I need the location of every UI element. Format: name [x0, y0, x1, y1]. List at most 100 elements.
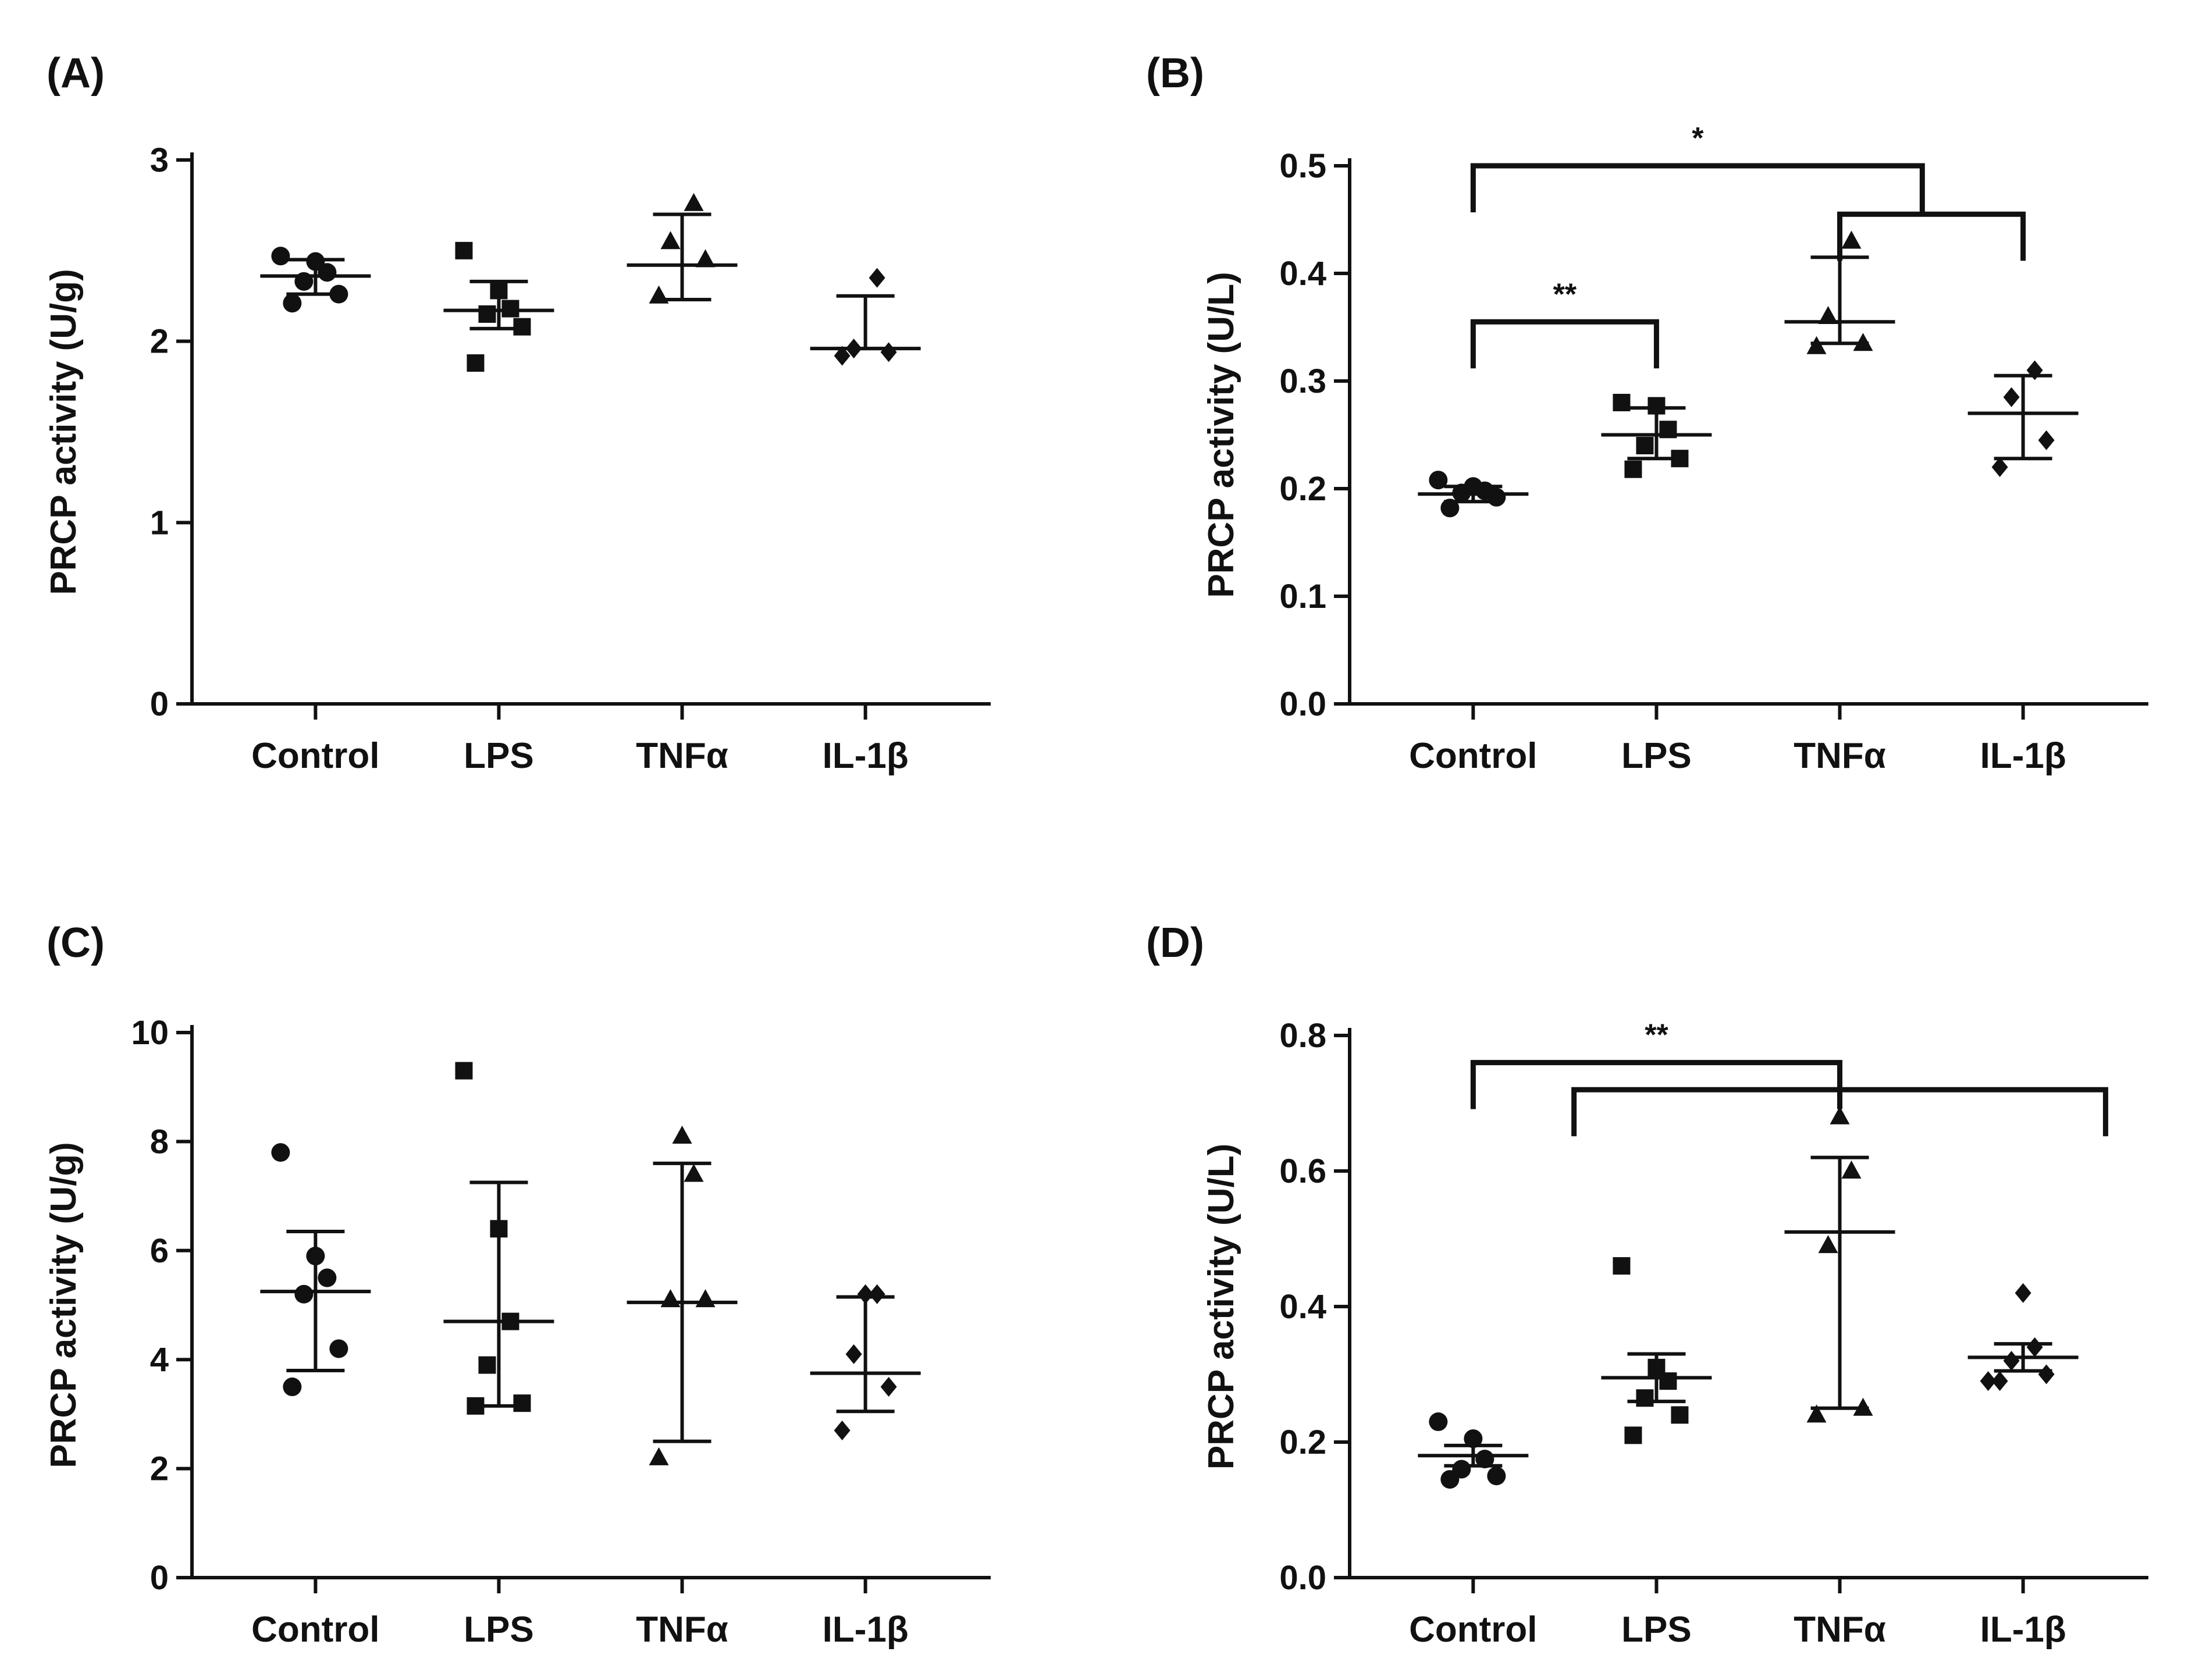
data-point: [649, 1447, 669, 1465]
data-point: [318, 1268, 337, 1287]
y-axis-label: PRCP activity (U/g): [44, 1142, 84, 1468]
data-point: [1464, 1429, 1483, 1448]
series-IL-1β: [1967, 360, 2079, 477]
y-axis-label: PRCP activity (U/L): [1201, 272, 1241, 597]
significance-label: **: [1553, 277, 1577, 311]
x-tick-label: IL-1β: [1980, 1610, 2066, 1650]
x-tick-label: Control: [1409, 736, 1537, 776]
data-point: [1671, 1406, 1689, 1424]
y-tick-label: 0.6: [1279, 1152, 1326, 1190]
data-point: [1853, 1397, 1873, 1416]
y-tick-label: 0.2: [1279, 470, 1326, 508]
data-point: [318, 263, 337, 282]
data-point: [513, 1394, 531, 1412]
data-point: [684, 1163, 704, 1182]
series-Control: [1418, 471, 1529, 518]
y-tick-label: 2: [150, 1450, 169, 1488]
y-tick-label: 2: [150, 323, 169, 361]
data-point: [869, 1284, 885, 1304]
data-point: [2026, 1337, 2043, 1357]
x-tick-label: TNFα: [1794, 736, 1886, 776]
y-tick-label: 0.1: [1279, 578, 1326, 615]
x-tick-label: Control: [251, 736, 379, 776]
significance-label: **: [1645, 1019, 1668, 1052]
data-point: [1841, 1161, 1862, 1179]
data-point: [695, 1289, 716, 1308]
y-tick-label: 3: [150, 141, 169, 179]
data-point: [306, 1247, 325, 1266]
data-point: [455, 1062, 473, 1080]
data-point: [1671, 450, 1689, 468]
x-tick-label: TNFα: [1794, 1610, 1886, 1650]
data-point: [501, 300, 519, 318]
data-point: [1980, 1371, 1997, 1391]
data-point: [1818, 306, 1838, 324]
series-Control: [260, 1143, 371, 1397]
y-tick-label: 0.0: [1279, 685, 1326, 723]
data-point: [294, 1284, 314, 1304]
x-tick-label: LPS: [464, 1610, 534, 1650]
data-point: [1806, 336, 1827, 354]
data-point: [845, 339, 862, 359]
panel-a: (A) 0 1 2 3 PRCP activity (U/g) Control LPS TNFα…: [44, 50, 991, 776]
data-point: [455, 241, 473, 259]
significance-bracket: [1470, 163, 1925, 212]
series-TNFα: [1784, 1106, 1895, 1423]
data-point: [2015, 1283, 2031, 1303]
data-point: [306, 252, 325, 271]
panel-label: (A): [47, 50, 105, 97]
data-point: [1636, 437, 1654, 454]
y-tick-label: 0.2: [1279, 1423, 1326, 1461]
series-LPS: [1601, 394, 1712, 478]
data-point: [1440, 499, 1460, 518]
y-tick-label: 10: [131, 1014, 169, 1052]
data-point: [467, 354, 485, 372]
data-point: [845, 1344, 862, 1364]
data-point: [478, 1356, 496, 1374]
x-tick-label: IL-1β: [823, 736, 909, 776]
x-tick-label: LPS: [1621, 1610, 1692, 1650]
y-axis-label: PRCP activity (U/g): [44, 269, 84, 595]
x-tick-label: IL-1β: [1980, 736, 2066, 776]
data-point: [490, 1220, 508, 1238]
x-tick-label: Control: [251, 1610, 379, 1650]
data-point: [1647, 397, 1666, 415]
data-point: [1624, 1426, 1642, 1444]
x-tick-label: LPS: [464, 736, 534, 776]
data-point: [880, 342, 897, 362]
y-tick-label: 0.5: [1279, 147, 1326, 185]
significance-bracket: [1837, 211, 2026, 261]
panel-label: (D): [1146, 920, 1204, 966]
data-point: [1647, 1358, 1666, 1376]
series-LPS: [1601, 1257, 1712, 1444]
y-axis-label: PRCP activity (U/L): [1201, 1144, 1241, 1469]
y-tick-label: 0.4: [1279, 1288, 1326, 1326]
series-LPS: [443, 1062, 554, 1415]
data-point: [1613, 1257, 1631, 1275]
data-point: [1991, 457, 2008, 477]
data-point: [660, 231, 681, 250]
series-TNFα: [627, 193, 738, 304]
y-tick-label: 0: [150, 1559, 169, 1597]
x-tick-label: Control: [1409, 1610, 1537, 1650]
data-point: [1818, 1235, 1838, 1254]
series-Control: [1418, 1412, 1529, 1489]
series-IL-1β: [810, 268, 921, 366]
data-point: [1429, 1412, 1448, 1432]
y-tick-label: 0: [150, 685, 169, 723]
series-TNFα: [627, 1126, 738, 1465]
significance-bracket: [1470, 1060, 1843, 1109]
x-tick-label: LPS: [1621, 736, 1692, 776]
data-point: [1841, 230, 1862, 249]
data-point: [672, 1126, 692, 1144]
series-IL-1β: [1967, 1283, 2079, 1391]
data-point: [1830, 1106, 1850, 1124]
data-point: [2038, 1364, 2055, 1384]
data-point: [2026, 360, 2043, 380]
y-tick-label: 6: [150, 1232, 169, 1270]
y-tick-label: 0.0: [1279, 1559, 1326, 1597]
data-point: [1853, 333, 1873, 351]
series-Control: [260, 247, 371, 313]
data-point: [649, 285, 669, 304]
data-point: [1613, 394, 1631, 411]
